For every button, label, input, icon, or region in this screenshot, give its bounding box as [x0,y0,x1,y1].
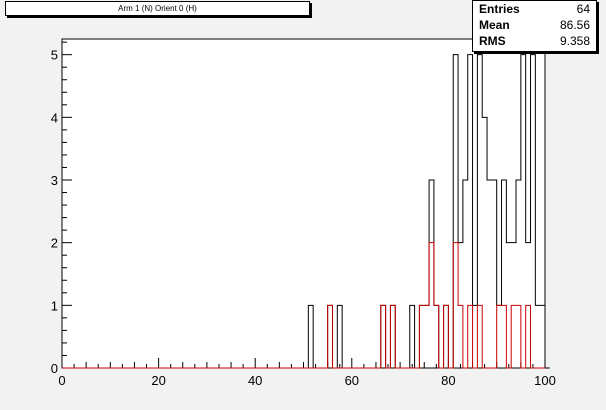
stats-rms-value: 9.358 [559,34,590,48]
stats-entries-label: Entries [479,2,520,16]
y-tick-label: 3 [51,173,58,188]
stats-row-rms: RMS 9.358 [479,33,590,49]
histogram-title: Arm 1 (N) Orient 0 (H) [5,1,310,16]
stats-rms-label: RMS [479,34,506,48]
stats-row-mean: Mean 86.56 [479,17,590,33]
y-tick-label: 1 [51,298,58,313]
plot-area [61,38,546,369]
histogram-series-1 [62,242,545,369]
x-tick-label: 100 [534,373,556,388]
x-tick-label: 20 [151,373,165,388]
plot-frame [61,38,546,369]
x-tick-label: 0 [58,373,65,388]
x-tick-label: 40 [248,373,262,388]
x-tick-label: 60 [345,373,359,388]
y-tick-label: 0 [51,361,58,376]
series-layer [62,54,550,369]
stats-row-entries: Entries 64 [479,1,590,17]
stats-mean-label: Mean [479,18,510,32]
x-tick-label: 80 [441,373,455,388]
stats-mean-value: 86.56 [559,18,590,32]
y-tick-label: 5 [51,48,58,63]
stats-entries-value: 64 [576,2,590,16]
stats-box: Entries 64 Mean 86.56 RMS 9.358 [472,0,597,52]
y-tick-label: 2 [51,236,58,251]
y-tick-label: 4 [51,110,58,125]
tick-labels: 0 20 40 60 80 100 0 1 2 3 4 5 [51,48,556,388]
